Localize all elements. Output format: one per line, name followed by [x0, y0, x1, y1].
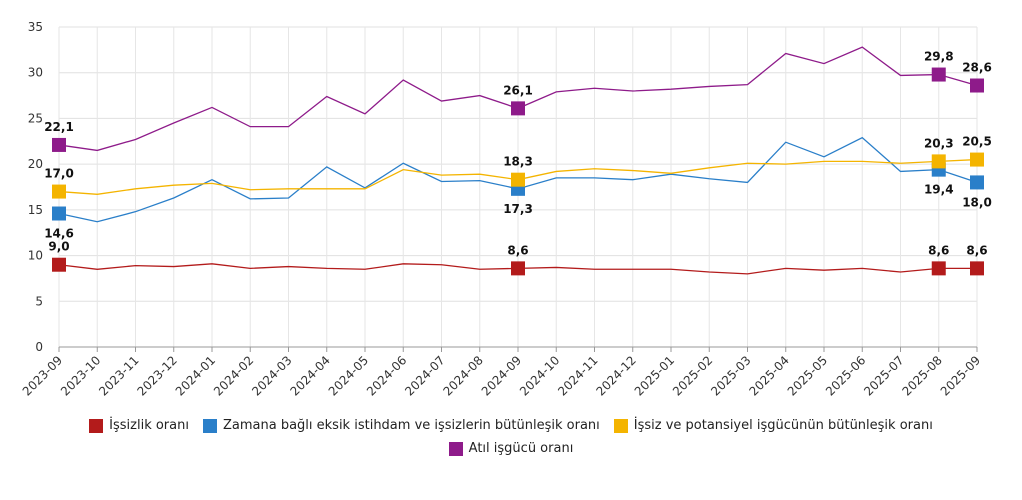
x-tick-label: 2025-07 — [861, 353, 906, 398]
data-label: 22,1 — [44, 120, 74, 134]
x-tick-label: 2024-11 — [555, 353, 600, 398]
x-tick-label: 2024-02 — [211, 353, 256, 398]
point-marker — [511, 261, 525, 276]
data-label: 19,4 — [924, 183, 954, 197]
x-tick-label: 2025-06 — [823, 353, 868, 398]
x-tick-label: 2025-05 — [785, 353, 830, 398]
y-tick-label: 15 — [28, 203, 43, 217]
legend: İşsizlik oranı Zamana bağlı eksik istihda… — [40, 418, 982, 456]
x-tick-label: 2025-03 — [708, 353, 753, 398]
chart: 0 5 10 15 20 25 30 35 2023-092023-102023-112023-… — [20, 20, 992, 399]
legend-swatch — [89, 418, 104, 433]
data-label: 8,6 — [507, 243, 528, 257]
legend-item[interactable]: Zamana bağlı eksik istihdam ve işsizleri… — [202, 418, 600, 433]
point-marker — [931, 261, 946, 276]
legend-item[interactable]: İşsiz ve potansiyel işgücünün bütünleşik… — [613, 418, 933, 433]
y-tick-label: 20 — [28, 157, 43, 171]
x-tick-label: 2023-09 — [20, 353, 65, 398]
data-label: 20,3 — [924, 136, 954, 150]
point-marker — [511, 172, 525, 187]
x-tick-label: 2025-04 — [747, 353, 792, 398]
legend-label: Zamana bağlı eksik istihdam ve işsizleri… — [222, 418, 600, 433]
point-marker — [970, 152, 984, 167]
point-marker — [970, 261, 984, 276]
data-label: 17,3 — [503, 202, 533, 216]
y-tick-label: 35 — [28, 20, 43, 34]
data-label: 20,5 — [962, 135, 992, 149]
data-label: 8,6 — [928, 243, 949, 257]
data-label: 29,8 — [924, 50, 954, 64]
x-tick-label: 2024-06 — [364, 353, 409, 398]
y-tick-label: 5 — [35, 294, 43, 308]
x-tick-label: 2024-09 — [479, 353, 524, 398]
x-tick-label: 2024-04 — [288, 353, 333, 398]
legend-item[interactable]: Atıl işgücü oranı — [448, 441, 574, 456]
x-tick-label: 2025-09 — [938, 353, 983, 398]
x-tick-label: 2024-12 — [594, 353, 639, 398]
legend-label: Atıl işgücü oranı — [468, 441, 574, 456]
data-label: 17,0 — [44, 167, 74, 181]
point-marker — [931, 154, 946, 169]
x-tick-label: 2023-11 — [96, 353, 141, 398]
point-marker — [52, 206, 66, 221]
x-tick-label: 2025-02 — [670, 353, 715, 398]
point-marker — [52, 257, 66, 272]
legend-label: İşsiz ve potansiyel işgücünün bütünleşik… — [633, 418, 933, 433]
point-marker — [52, 137, 66, 152]
x-tick-label: 2024-03 — [249, 353, 294, 398]
x-tick-label: 2024-07 — [402, 353, 447, 398]
data-label: 8,6 — [966, 243, 987, 257]
x-tick-label: 2024-08 — [441, 353, 486, 398]
legend-label: İşsizlik oranı — [109, 418, 189, 433]
x-tick-label: 2025-08 — [900, 353, 945, 398]
legend-item[interactable]: İşsizlik oranı — [89, 418, 189, 433]
y-tick-label: 10 — [28, 249, 43, 263]
legend-swatch — [202, 418, 217, 433]
x-tick-label: 2024-10 — [517, 353, 562, 398]
point-marker — [970, 175, 984, 190]
x-tick-label: 2023-10 — [58, 353, 103, 398]
data-label: 28,6 — [962, 61, 992, 75]
x-tick-label: 2023-12 — [135, 353, 180, 398]
data-label: 9,0 — [48, 240, 69, 254]
point-marker — [52, 184, 66, 199]
point-marker — [511, 101, 525, 116]
data-label: 18,0 — [962, 195, 992, 209]
point-marker — [931, 67, 946, 82]
x-tick-label: 2024-01 — [173, 353, 218, 398]
y-tick-label: 30 — [28, 66, 43, 80]
legend-swatch — [613, 418, 628, 433]
point-marker — [970, 78, 984, 93]
y-tick-label: 25 — [28, 111, 43, 125]
data-label: 14,6 — [44, 227, 74, 241]
data-label: 26,1 — [503, 83, 533, 97]
y-tick-label: 0 — [35, 340, 43, 354]
data-label: 18,3 — [503, 155, 533, 169]
x-tick-label: 2025-01 — [632, 353, 677, 398]
x-tick-label: 2024-05 — [326, 353, 371, 398]
legend-swatch — [448, 441, 463, 456]
